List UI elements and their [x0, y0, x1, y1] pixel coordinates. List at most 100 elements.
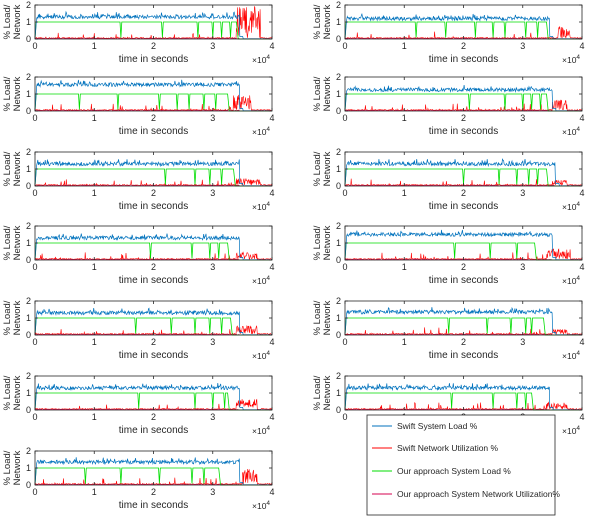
y-tick-label: 0 [26, 330, 31, 340]
x-exponent-base: ×10 [252, 426, 267, 436]
x-tick-label: 4 [269, 337, 274, 347]
y-tick-label: 1 [336, 313, 341, 323]
y-axis-label-line1: % Load/ [312, 300, 323, 335]
x-exponent-power: 4 [576, 201, 580, 208]
y-axis-label-line1: % Load/ [312, 4, 323, 39]
y-axis-label-line2: Network [322, 151, 333, 186]
x-tick-label: 0 [32, 487, 37, 497]
y-tick-label: 0 [336, 181, 341, 191]
x-tick-label: 3 [210, 337, 215, 347]
y-tick-label: 1 [26, 89, 31, 99]
y-axis-label-line2: Network [12, 151, 23, 186]
series-swift-load [34, 233, 272, 261]
legend-label-our-load: Our approach System Load % [397, 466, 511, 476]
x-tick-label: 4 [579, 41, 584, 51]
x-exponent-base: ×10 [562, 55, 577, 65]
x-exponent-power: 4 [576, 275, 580, 282]
x-axis-label: time in seconds [119, 425, 188, 436]
x-exponent-power: 4 [266, 275, 270, 282]
x-axis-label: time in seconds [429, 350, 498, 361]
series-swift-load [34, 457, 272, 486]
x-exponent: ×104 [252, 350, 270, 361]
x-axis-label: time in seconds [429, 54, 498, 65]
y-axis-label-line1: % Load/ [2, 225, 13, 260]
y-tick-label: 1 [26, 164, 31, 174]
x-axis-label: time in seconds [119, 54, 188, 65]
legend-entry-swift-load: Swift System Load % [372, 421, 478, 431]
series-swift-load [344, 13, 582, 40]
y-tick-label: 2 [26, 446, 31, 456]
x-exponent: ×104 [562, 425, 580, 436]
panel-2: 0 1 2 3 4 0 1 2 ×104 time in seconds % Load/Networ… [312, 0, 585, 65]
x-exponent-base: ×10 [252, 127, 267, 137]
x-tick-label: 2 [151, 188, 156, 198]
series-swift-load [344, 158, 582, 187]
x-axis-label: time in seconds [119, 350, 188, 361]
y-axis-label-line2: Network [12, 225, 23, 260]
x-exponent: ×104 [252, 54, 270, 65]
x-tick-label: 2 [461, 337, 466, 347]
series-our-load [34, 168, 272, 187]
y-tick-label: 1 [26, 463, 31, 473]
y-axis-label-line1: % Load/ [2, 450, 13, 485]
y-tick-label: 0 [26, 106, 31, 116]
panel-7: 0 1 2 3 4 0 1 2 ×104 time in seconds % Load/Networ… [2, 221, 275, 286]
x-exponent: ×104 [252, 500, 270, 511]
series-swift-load [34, 159, 272, 187]
x-tick-label: 2 [461, 188, 466, 198]
series-our-load [34, 93, 272, 112]
x-tick-label: 2 [461, 41, 466, 51]
x-exponent: ×104 [562, 126, 580, 137]
x-tick-label: 1 [92, 412, 97, 422]
x-tick-label: 1 [92, 337, 97, 347]
x-tick-label: 2 [461, 262, 466, 272]
x-exponent: ×104 [252, 275, 270, 286]
x-exponent: ×104 [562, 54, 580, 65]
y-axis-label-line1: % Load/ [2, 375, 13, 410]
x-exponent-power: 4 [266, 500, 270, 507]
x-tick-label: 0 [342, 41, 347, 51]
y-axis-label-line2: Network [322, 4, 333, 39]
y-tick-label: 0 [26, 34, 31, 44]
x-tick-label: 1 [402, 337, 407, 347]
x-exponent-power: 4 [576, 126, 580, 133]
x-tick-label: 1 [402, 113, 407, 123]
panel-3: 0 1 2 3 4 0 1 2 ×104 time in seconds % Load/Networ… [2, 72, 275, 137]
x-exponent: ×104 [252, 201, 270, 212]
series-our-load [34, 242, 272, 261]
series-our-load [344, 168, 582, 187]
series-our-load [34, 467, 272, 486]
legend-label-our-net: Our approach System Network Utilization% [397, 489, 560, 499]
x-axis-label: time in seconds [119, 126, 188, 137]
y-tick-label: 1 [336, 164, 341, 174]
series-swift-load [34, 10, 272, 40]
y-tick-label: 0 [336, 405, 341, 415]
x-exponent: ×104 [562, 275, 580, 286]
x-tick-label: 1 [92, 41, 97, 51]
series-swift-load [344, 307, 582, 336]
y-tick-label: 1 [336, 238, 341, 248]
panel-9: 0 1 2 3 4 0 1 2 ×104 time in seconds % Load/Networ… [2, 296, 275, 361]
x-tick-label: 4 [269, 113, 274, 123]
series-our-load [34, 317, 272, 336]
x-tick-label: 0 [342, 262, 347, 272]
y-tick-label: 1 [26, 388, 31, 398]
y-tick-label: 0 [26, 405, 31, 415]
y-tick-label: 2 [336, 371, 341, 381]
x-exponent: ×104 [562, 350, 580, 361]
x-tick-label: 3 [520, 41, 525, 51]
panel-10: 0 1 2 3 4 0 1 2 ×104 time in seconds % Load/Networ… [312, 296, 585, 361]
y-axis-label-line1: % Load/ [2, 151, 13, 186]
x-exponent: ×104 [562, 201, 580, 212]
y-tick-label: 2 [336, 72, 341, 82]
x-tick-label: 0 [32, 337, 37, 347]
x-tick-label: 1 [402, 188, 407, 198]
legend-box [366, 414, 556, 516]
y-tick-label: 2 [26, 147, 31, 157]
x-tick-label: 4 [579, 188, 584, 198]
x-tick-label: 4 [269, 487, 274, 497]
x-exponent-base: ×10 [562, 276, 577, 286]
panel-4: 0 1 2 3 4 0 1 2 ×104 time in seconds % Load/Networ… [312, 72, 585, 137]
x-tick-label: 4 [579, 262, 584, 272]
panel-8: 0 1 2 3 4 0 1 2 ×104 time in seconds % Load/Networ… [312, 221, 585, 286]
